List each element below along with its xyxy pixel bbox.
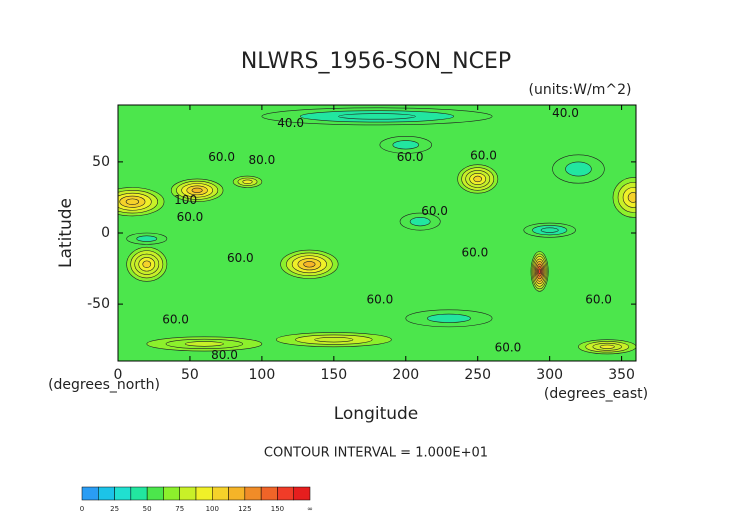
colorbar-box <box>228 486 246 501</box>
colorbar-box <box>179 486 197 501</box>
x-tick-label: 100 <box>249 367 276 383</box>
colorbar-label: 125 <box>238 505 251 513</box>
contour-label: 60.0 <box>162 312 189 326</box>
contour-label: 80.0 <box>249 153 276 167</box>
colorbar-box <box>146 486 164 501</box>
colorbar-box <box>293 486 311 501</box>
x-tick-label: 0 <box>114 367 123 383</box>
field-blob <box>125 198 140 205</box>
contour-label: 100 <box>174 193 197 207</box>
field-blob <box>565 161 592 177</box>
field-blob <box>427 313 471 323</box>
field-blob <box>303 261 316 268</box>
colorbar-box <box>260 486 278 501</box>
colorbar-box <box>114 486 132 501</box>
field-blob <box>392 140 420 150</box>
x-tick-label: 150 <box>320 367 347 383</box>
field-blob <box>136 235 158 242</box>
x-tick-label: 250 <box>464 367 491 383</box>
colorbar-box <box>212 486 229 501</box>
colorbar-box <box>244 486 262 501</box>
y-tick-label: -50 <box>87 296 110 312</box>
colorbar-end-label: ∞ <box>307 505 313 513</box>
contour-label: 40.0 <box>552 106 579 120</box>
y-tick-label: 0 <box>101 225 110 241</box>
colorbar-box <box>277 486 294 501</box>
field-blob <box>314 336 354 343</box>
colorbar-label: 50 <box>143 505 152 513</box>
contour-label: 60.0 <box>470 149 497 163</box>
x-tick-label: 300 <box>536 367 563 383</box>
contour-label: 40.0 <box>277 116 304 130</box>
x-tick-label: 350 <box>608 367 635 383</box>
x-tick-label: 200 <box>392 367 419 383</box>
contour-label: 80.0 <box>211 348 238 362</box>
colorbar-label: 100 <box>206 505 219 513</box>
field-blob <box>627 192 636 203</box>
field-blob <box>338 113 416 120</box>
y-axis-label: Latitude <box>56 198 76 268</box>
colorbar-box <box>163 486 180 501</box>
contour-label: 60.0 <box>585 292 612 306</box>
field-blob <box>473 175 483 183</box>
colorbar-label: 75 <box>175 505 184 513</box>
colorbar-label: 0 <box>80 505 84 513</box>
field <box>118 105 636 361</box>
x-tick-label: 50 <box>181 367 199 383</box>
colorbar-box <box>130 486 148 501</box>
colorbar: 0 25 50 75 100 125 150 ∞ <box>80 486 313 513</box>
colorbar-label: 150 <box>271 505 284 513</box>
units: (units:W/m^2) <box>529 82 632 98</box>
field-blob <box>540 227 559 233</box>
contour-label: 60.0 <box>227 251 254 265</box>
y-unit-label: (degrees_north) <box>48 377 160 393</box>
field-blob <box>538 268 541 275</box>
contour-label: 60.0 <box>495 341 522 355</box>
contour-label: 60.0 <box>208 150 235 164</box>
contour-label: 60.0 <box>397 150 424 164</box>
field-blob <box>599 344 615 349</box>
field-blob <box>142 260 152 269</box>
field-blob <box>409 217 431 227</box>
field-blob <box>242 179 253 184</box>
chart-title: NLWRS_1956-SON_NCEP <box>241 49 511 74</box>
colorbar-label: 25 <box>110 505 119 513</box>
contour-label: 60.0 <box>421 204 448 218</box>
y-tick-label: 50 <box>92 154 110 170</box>
colorbar-box <box>81 486 99 501</box>
x-axis-label: Longitude <box>334 404 419 424</box>
field-blob <box>191 187 203 193</box>
contour-label: 60.0 <box>177 210 204 224</box>
contour-label: 60.0 <box>367 292 394 306</box>
contour-label: 60.0 <box>461 245 488 259</box>
contour-interval: CONTOUR INTERVAL = 1.000E+01 <box>264 446 488 461</box>
field-blob <box>184 341 224 347</box>
colorbar-box <box>195 486 213 501</box>
colorbar-box <box>98 486 115 501</box>
x-unit-label: (degrees_east) <box>544 386 648 402</box>
